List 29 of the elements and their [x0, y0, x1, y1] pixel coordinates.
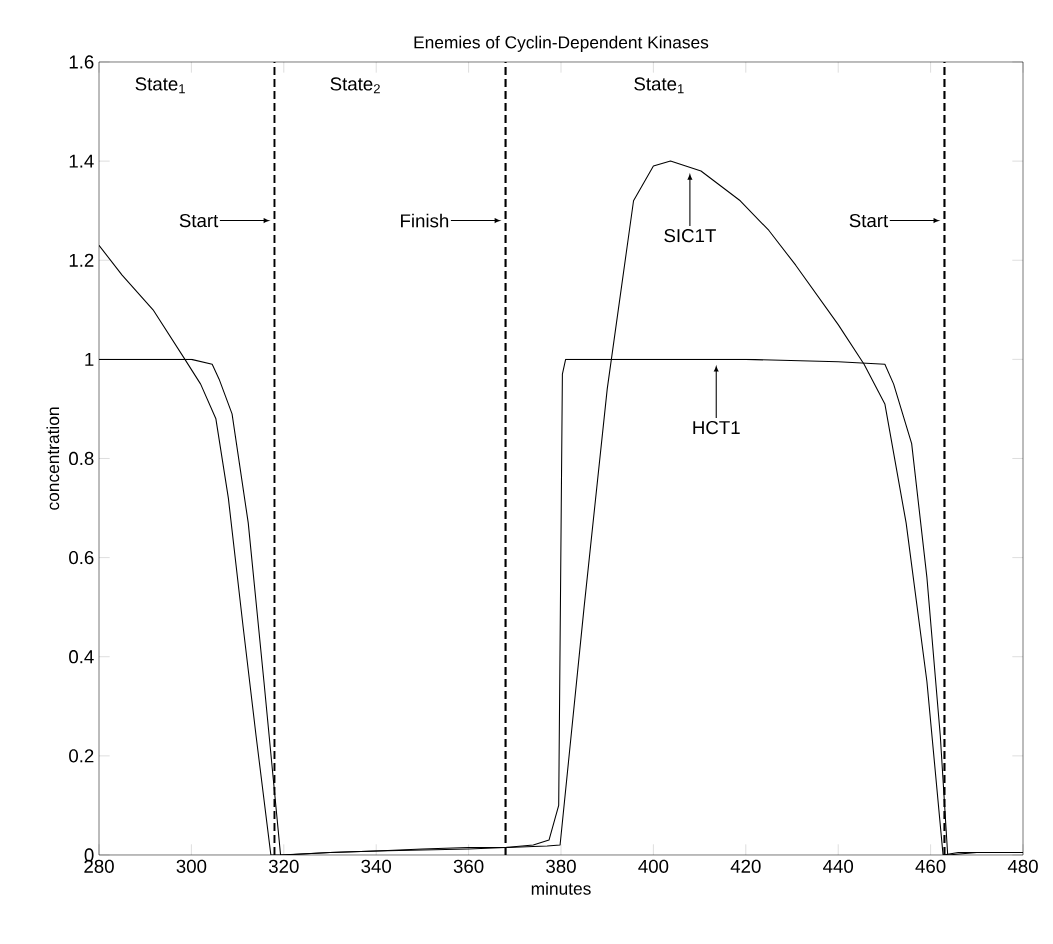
- x-tick-label: 360: [453, 859, 484, 873]
- x-tick-label: 420: [730, 859, 761, 873]
- y-tick-label: 0.2: [69, 749, 94, 763]
- y-tick-label: 0.8: [69, 451, 94, 466]
- y-tick-label: 0.6: [69, 550, 94, 565]
- y-tick-label: 0.4: [69, 650, 94, 664]
- annotation: SIC1T: [664, 229, 716, 243]
- annotation: Start: [849, 213, 889, 228]
- x-tick-label: 340: [361, 859, 392, 873]
- y-tick-label: 1.2: [69, 253, 94, 267]
- x-tick-label: 440: [823, 859, 854, 873]
- x-tick-label: 300: [176, 859, 207, 873]
- x-tick-label: 320: [268, 859, 299, 873]
- annotation: State$_{2}$: [330, 77, 380, 94]
- x-tick-label: 460: [915, 859, 946, 873]
- y-tick-label: 1: [85, 352, 94, 366]
- x-axis-title: minutes: [531, 882, 591, 895]
- x-tick-label: 400: [638, 859, 669, 873]
- y-axis-title: concentration: [46, 407, 60, 510]
- chart-title: Enemies of Cyclin-Dependent Kinases: [414, 35, 709, 52]
- y-tick-label: 1.6: [69, 55, 94, 69]
- y-tick-label: 1.4: [69, 154, 94, 168]
- annotation: State$_{1}$: [135, 77, 185, 94]
- x-tick-label: 380: [546, 859, 576, 873]
- annotation: State$_{1}$: [634, 77, 684, 94]
- annotation: Start: [179, 213, 219, 228]
- annotation: HCT1: [693, 420, 740, 435]
- annotation: Finish: [401, 213, 449, 228]
- x-tick-label: 480: [1007, 859, 1038, 873]
